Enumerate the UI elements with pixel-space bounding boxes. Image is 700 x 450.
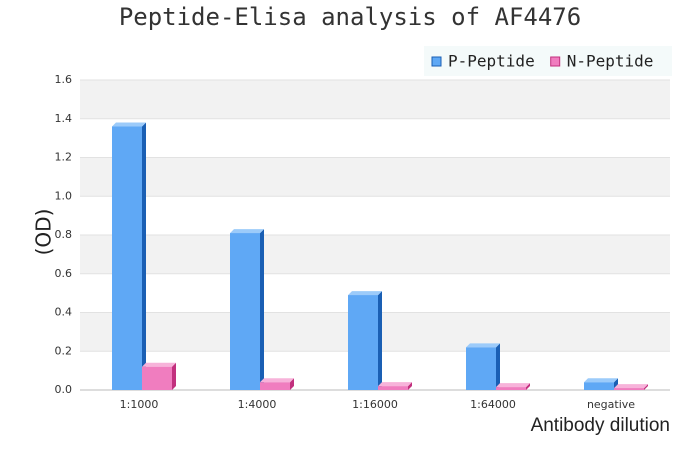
y-tick-label: 1.2 <box>55 151 73 164</box>
bar-side <box>260 229 264 390</box>
y-tick-label: 1.6 <box>55 73 73 86</box>
bar <box>466 347 496 390</box>
bar-top <box>230 229 264 234</box>
chart-title: Peptide-Elisa analysis of AF4476 <box>119 3 581 31</box>
grid-band <box>80 235 670 274</box>
bar-top <box>378 382 412 387</box>
x-tick-label: 1:64000 <box>470 398 516 411</box>
legend-label: N-Peptide <box>567 52 654 71</box>
y-tick-label: 0.4 <box>55 306 73 319</box>
bar-side <box>378 291 382 390</box>
bar-top <box>614 384 648 389</box>
bar <box>142 366 172 390</box>
bar <box>378 386 408 390</box>
bar-top <box>584 378 618 383</box>
bar-top <box>260 378 294 383</box>
bar-side <box>526 383 530 390</box>
bar-side <box>496 343 500 390</box>
bar <box>230 233 260 390</box>
y-axis-label: (OD) <box>32 209 56 256</box>
legend-label: P-Peptide <box>448 52 535 71</box>
y-tick-label: 0.6 <box>55 267 73 280</box>
bar <box>348 295 378 390</box>
bar-side <box>290 378 294 390</box>
bar-top <box>112 122 146 127</box>
legend-swatch <box>431 56 442 67</box>
legend-swatch <box>550 56 561 67</box>
bar-top <box>142 362 176 367</box>
y-tick-label: 0.0 <box>55 383 73 396</box>
bar-side <box>644 384 648 390</box>
bar <box>496 387 526 390</box>
bar-side <box>142 122 146 390</box>
x-tick-label: negative <box>587 398 635 411</box>
bar <box>614 388 644 390</box>
bar <box>260 382 290 390</box>
bar-top <box>348 291 382 296</box>
bar-top <box>496 383 530 388</box>
y-tick-label: 1.4 <box>55 112 73 125</box>
x-tick-label: 1:16000 <box>352 398 398 411</box>
y-tick-label: 0.2 <box>55 344 73 357</box>
bar <box>584 382 614 390</box>
bar-side <box>172 362 176 390</box>
y-tick-label: 0.8 <box>55 228 73 241</box>
x-tick-label: 1:4000 <box>238 398 277 411</box>
bar-side <box>408 382 412 390</box>
bar <box>112 126 142 390</box>
legend-box <box>424 46 672 76</box>
x-tick-label: 1:1000 <box>120 398 159 411</box>
grid-band <box>80 80 670 119</box>
y-tick-label: 1.0 <box>55 189 73 202</box>
x-axis-label: Antibody dilution <box>531 415 670 436</box>
grid-band <box>80 157 670 197</box>
bar-top <box>466 343 500 348</box>
